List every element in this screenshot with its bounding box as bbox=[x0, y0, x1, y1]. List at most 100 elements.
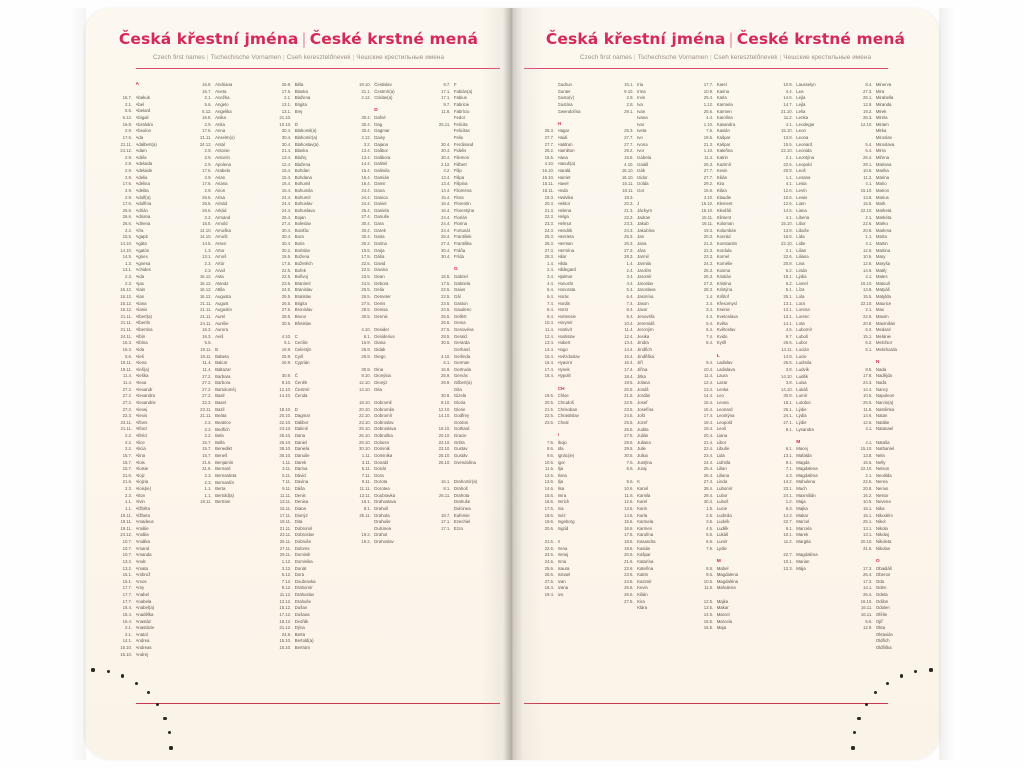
name-label: Aleš(a) bbox=[135, 366, 150, 372]
name-date: 24.4. bbox=[440, 214, 451, 220]
name-entry: 4.1. Mario bbox=[842, 181, 922, 188]
section-letter: D bbox=[341, 108, 421, 115]
name-date: 14.4. bbox=[703, 393, 714, 399]
name-label: Adolf(a) bbox=[135, 194, 151, 200]
name-label: Ariana bbox=[215, 181, 228, 187]
name-label: Karla bbox=[716, 95, 727, 101]
section-letter: L bbox=[683, 354, 763, 361]
name-label: Lumír bbox=[796, 393, 808, 399]
name-label: Magdaléna bbox=[716, 578, 739, 584]
name-label: Hugo bbox=[557, 346, 568, 352]
name-date: 12.6. bbox=[862, 260, 873, 266]
name-entry: 26.3. Kristián bbox=[683, 274, 763, 281]
name-entry: 4.4. Jaroslav bbox=[604, 281, 684, 288]
name-entry: 30.8. Lumír bbox=[763, 393, 843, 400]
name-date: 1.1. bbox=[124, 505, 132, 511]
name-label: Jára bbox=[637, 247, 646, 253]
name-date: 13.11. bbox=[359, 492, 371, 498]
name-label: Josefína bbox=[637, 406, 654, 412]
name-entry: 24.4. Florina bbox=[420, 221, 500, 228]
name-label: Danuše bbox=[294, 452, 310, 458]
name-date: 3.4. bbox=[626, 274, 634, 280]
name-entry: 10.7. Amand bbox=[102, 546, 182, 553]
name-date: 23.6. bbox=[544, 552, 554, 558]
name-label: Karolína bbox=[637, 532, 654, 538]
name-label: Ludmila bbox=[716, 512, 732, 518]
name-entry: 11.2. Marina bbox=[842, 175, 922, 182]
name-date: 20.8. bbox=[862, 320, 873, 326]
name-label: Kasandra bbox=[716, 121, 736, 127]
name-label: Brigita bbox=[294, 300, 307, 306]
name-entry: 2.12. Daisy bbox=[341, 135, 421, 142]
name-label: Lída bbox=[796, 234, 805, 240]
name-label: Dobromila bbox=[374, 406, 394, 412]
name-entry: 15.7. Alina bbox=[102, 453, 182, 460]
page-title-czech: Česká křestní jména bbox=[118, 30, 299, 48]
name-entry: Oldřich bbox=[842, 638, 922, 645]
name-entry: Felix bbox=[420, 135, 500, 142]
name-entry: 7.11. Dora bbox=[341, 473, 421, 480]
name-label: Mary bbox=[875, 254, 886, 260]
name-label: Gordon bbox=[453, 419, 469, 425]
name-date: 4.4. bbox=[626, 280, 634, 286]
name-entry: 20.10. Nikoleta bbox=[842, 539, 922, 546]
name-date: 26.5. bbox=[440, 320, 451, 326]
name-label: Karina bbox=[716, 88, 730, 94]
name-label: Dalibora bbox=[374, 154, 391, 160]
name-label: Klára bbox=[637, 605, 648, 611]
name-date: 30.9. bbox=[281, 373, 292, 379]
name-entry: 30.5. Dennis bbox=[341, 314, 421, 321]
name-label: Luděk bbox=[796, 373, 809, 379]
name-label: Anika bbox=[215, 115, 226, 121]
name-entry: 8.10. Dionýsia bbox=[341, 373, 421, 380]
name-date: 2.3. bbox=[204, 260, 212, 266]
name-label: Dobromil bbox=[374, 399, 392, 405]
name-entry: 10.1. Marek bbox=[763, 532, 843, 539]
name-label: Ezechiel bbox=[453, 519, 471, 525]
name-entry: 5.12. Abigail bbox=[102, 115, 182, 122]
footer-rule-right bbox=[524, 702, 888, 704]
name-date: 21.11. bbox=[120, 320, 133, 326]
name-date: 26.5. bbox=[783, 340, 793, 346]
name-entry: 24.3. Naďa bbox=[842, 380, 922, 387]
name-entry: 12.6. Liam bbox=[763, 201, 843, 208]
name-label: Květa bbox=[716, 320, 728, 326]
section-letter-label: G bbox=[453, 267, 458, 273]
name-entry: 16.4. Florentýna bbox=[420, 208, 500, 215]
name-entry: 2.1. Anastázie bbox=[102, 625, 182, 632]
name-date: 30.4. bbox=[281, 128, 292, 134]
name-entry: 2.1. Anežka bbox=[182, 95, 262, 102]
name-label: Linda bbox=[716, 479, 728, 485]
name-date: 16.4. bbox=[440, 207, 451, 213]
name-label: Melchior bbox=[875, 340, 893, 346]
name-label: Marek bbox=[796, 532, 809, 538]
name-label: Ofélie bbox=[875, 611, 888, 617]
name-label: Fabius bbox=[453, 95, 467, 101]
name-date: 5.4. bbox=[865, 148, 873, 154]
name-date: 8.6. bbox=[546, 446, 554, 452]
name-label: Bonifác bbox=[294, 227, 310, 233]
name-date: 6.1. bbox=[785, 446, 793, 452]
name-date: 19.4. bbox=[703, 426, 714, 432]
name-label: Nika bbox=[875, 505, 885, 511]
name-date: 30.4. bbox=[361, 227, 371, 233]
name-label: Bronislav bbox=[294, 307, 313, 313]
name-entry: 2.3. Bernardín bbox=[182, 480, 262, 487]
name-entry: 15.5. Leonard bbox=[763, 142, 843, 149]
name-date: 10.6. bbox=[862, 254, 873, 260]
name-entry: 21.3. Jáchym bbox=[604, 208, 684, 215]
name-entry: 13.1. Lora bbox=[763, 301, 843, 308]
name-date: 4.4. bbox=[546, 280, 554, 286]
name-label: Ignác(ie) bbox=[557, 452, 575, 458]
name-entry: 24.5. Jošt bbox=[604, 413, 684, 420]
name-date: 12.3. bbox=[783, 565, 793, 571]
name-entry: 9.11. Dorota bbox=[341, 479, 421, 486]
name-date: 17.4. bbox=[703, 413, 714, 419]
name-label: Adelina bbox=[135, 181, 150, 187]
name-label: Leopold bbox=[796, 161, 812, 167]
name-label: Artúr bbox=[215, 260, 225, 266]
name-date: 30.5. bbox=[281, 320, 292, 326]
name-label: Adrián bbox=[135, 207, 148, 213]
name-entry: 21.11. Beáta bbox=[182, 413, 262, 420]
name-entry: 10.6. Igor bbox=[524, 460, 604, 467]
